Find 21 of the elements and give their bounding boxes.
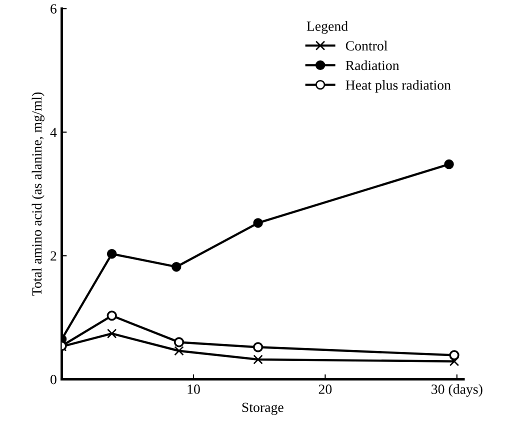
legend-label: Radiation (346, 60, 400, 70)
y-axis-title: Total amino acid (as alanine, mg/ml) (32, 92, 44, 296)
x-tick-label: 20 (318, 384, 332, 394)
point (174, 346, 184, 356)
point (253, 354, 263, 364)
point (444, 159, 454, 170)
x-tick-label: 10 (188, 384, 200, 394)
y-tick-label: 4 (50, 128, 57, 137)
legend-title: Legend (306, 21, 348, 34)
x-axis-title: Storage (242, 402, 284, 415)
legend-label: Control (346, 40, 388, 51)
legend-label: Heat plus radiation (346, 80, 451, 93)
point (106, 249, 117, 259)
y-tick-label: 6 (50, 4, 57, 14)
point (253, 218, 263, 228)
y-tick-label: 0 (50, 374, 56, 384)
y-tick-label: 2 (50, 251, 56, 261)
point (172, 262, 182, 272)
point (449, 356, 460, 366)
x-tick-label: 30 (days) (432, 384, 482, 397)
point (106, 328, 117, 338)
